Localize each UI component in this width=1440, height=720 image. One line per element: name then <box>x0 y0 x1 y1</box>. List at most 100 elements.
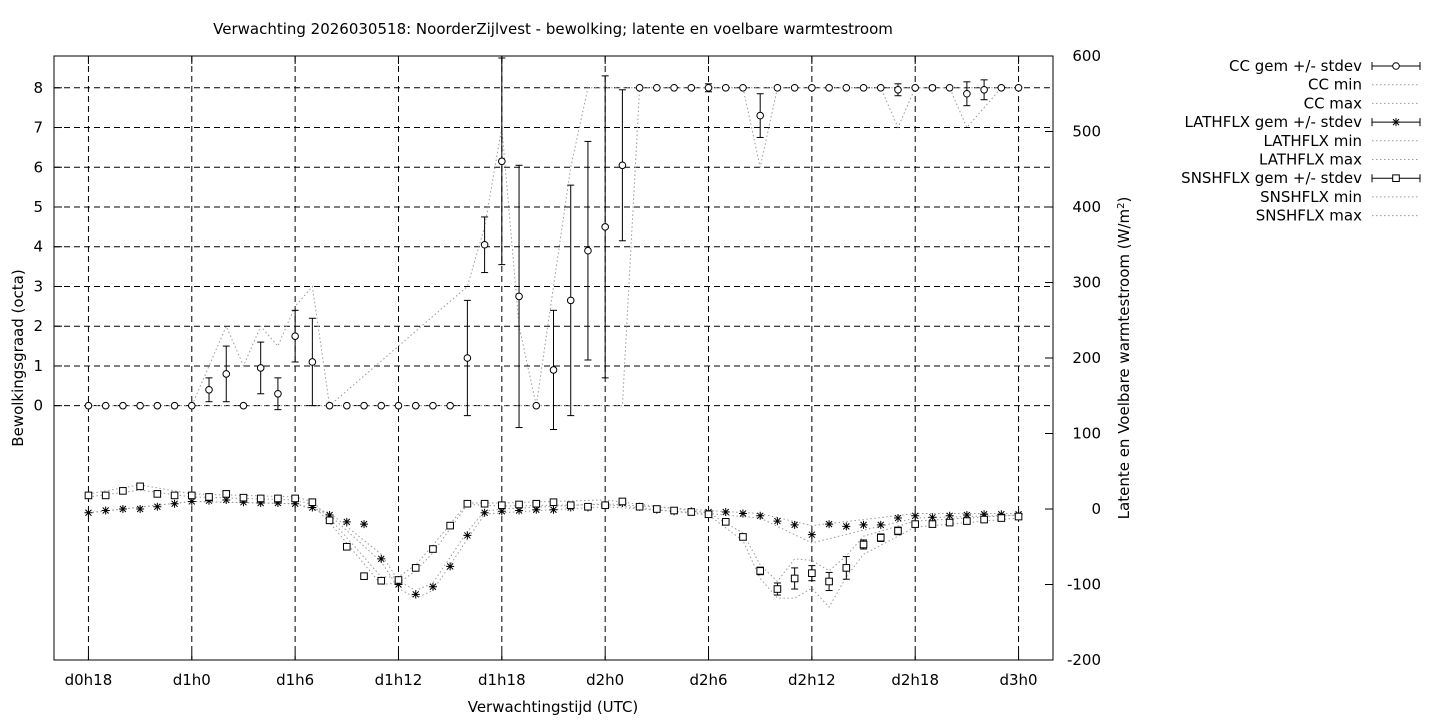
y-tick-label: 2 <box>33 317 43 335</box>
data-point <box>446 401 454 410</box>
data-point <box>687 83 696 92</box>
legend-label: CC gem +/- stdev <box>1229 57 1362 75</box>
data-point <box>945 511 954 520</box>
data-point <box>963 517 971 525</box>
data-point <box>360 572 368 580</box>
y2-axis-ticks: -200 -100 0 100 200 300 400 500 600 <box>1045 47 1101 669</box>
data-point <box>790 520 799 529</box>
data-point <box>170 491 179 500</box>
data-point <box>945 83 954 92</box>
data-point <box>239 498 248 507</box>
y-tick-label: 1 <box>33 357 43 375</box>
data-point <box>153 490 162 498</box>
y-tick-label: 7 <box>33 119 43 137</box>
data-point <box>360 401 368 410</box>
data-point <box>480 508 489 517</box>
data-point <box>756 511 765 520</box>
data-point <box>584 502 592 511</box>
y2-tick-label: 0 <box>1091 500 1101 518</box>
data-point <box>325 401 334 410</box>
data-point <box>101 401 110 410</box>
x-tick-label: d1h12 <box>375 671 423 689</box>
y2-axis-label: Latente en Voelbare warmtestroom (W/m2) <box>1115 197 1133 520</box>
data-point <box>343 401 351 410</box>
legend-label: SNSHFLX min <box>1260 188 1362 206</box>
series-line <box>88 500 1019 599</box>
data-point <box>893 514 902 523</box>
data-point <box>498 501 506 510</box>
data-point <box>480 240 489 249</box>
y2-tick-label: 600 <box>1072 47 1101 65</box>
data-point <box>963 89 971 98</box>
y2-axis-label-text: Latente en Voelbare warmtestroom (W/m <box>1115 209 1133 519</box>
data-point <box>618 497 627 506</box>
series-line <box>88 500 1019 592</box>
data-point <box>343 542 351 551</box>
legend-label: LATHFLX min <box>1263 132 1362 150</box>
data-point <box>532 401 541 410</box>
y2-tick-label: 200 <box>1072 349 1101 367</box>
y-tick-label: 6 <box>33 158 43 176</box>
data-point <box>687 508 696 516</box>
data-point <box>739 83 747 92</box>
data-point <box>911 511 920 520</box>
data-point <box>635 502 644 511</box>
data-point <box>463 499 472 508</box>
data-point <box>101 506 110 515</box>
data-point <box>84 508 93 517</box>
data-point <box>205 493 213 501</box>
x-tick-label: d0h18 <box>65 671 113 689</box>
data-point <box>84 491 93 500</box>
data-point <box>428 582 437 591</box>
data-point <box>790 83 799 92</box>
data-point <box>894 527 902 535</box>
data-point <box>515 500 523 509</box>
data-point <box>549 498 558 507</box>
data-point <box>790 574 799 583</box>
data-point <box>704 83 713 92</box>
data-point <box>911 83 920 92</box>
data-point <box>170 401 179 410</box>
data-point <box>773 517 782 526</box>
data-point <box>291 494 299 503</box>
data-point <box>894 85 902 94</box>
data-point <box>876 533 885 542</box>
y2-tick-label: 100 <box>1072 425 1101 443</box>
data-point <box>721 83 730 92</box>
data-point <box>738 509 747 518</box>
data-point <box>515 292 523 301</box>
y-tick-label: 8 <box>33 79 43 97</box>
data-point <box>205 385 213 394</box>
data-point <box>876 520 885 529</box>
y-tick-label: 0 <box>33 397 43 415</box>
data-point <box>411 401 420 410</box>
legend-label: SNSHFLX max <box>1256 207 1362 225</box>
legend-label: LATHFLX max <box>1259 151 1362 169</box>
data-point <box>549 505 558 514</box>
data-point <box>429 401 437 410</box>
x-tick-label: d3h0 <box>999 671 1037 689</box>
data-point <box>187 497 196 506</box>
data-point <box>756 111 764 120</box>
data-point <box>773 83 782 92</box>
data-point <box>153 502 162 511</box>
x-tick-label: d2h6 <box>689 671 727 689</box>
data-point <box>532 499 541 508</box>
data-point <box>256 498 265 507</box>
x-tick-label: d1h6 <box>276 671 314 689</box>
data-point <box>325 511 334 520</box>
series-line <box>88 87 1019 407</box>
y2-tick-label: 500 <box>1072 123 1101 141</box>
data-point <box>136 482 144 491</box>
x-tick-label: d1h18 <box>478 671 526 689</box>
data-point <box>549 366 558 374</box>
data-point <box>842 564 851 572</box>
data-point <box>532 505 541 514</box>
data-point <box>342 517 351 526</box>
x-tick-label: d2h12 <box>788 671 836 689</box>
data-point <box>825 520 834 529</box>
data-point <box>670 506 678 515</box>
y2-tick-label: 400 <box>1072 198 1101 216</box>
